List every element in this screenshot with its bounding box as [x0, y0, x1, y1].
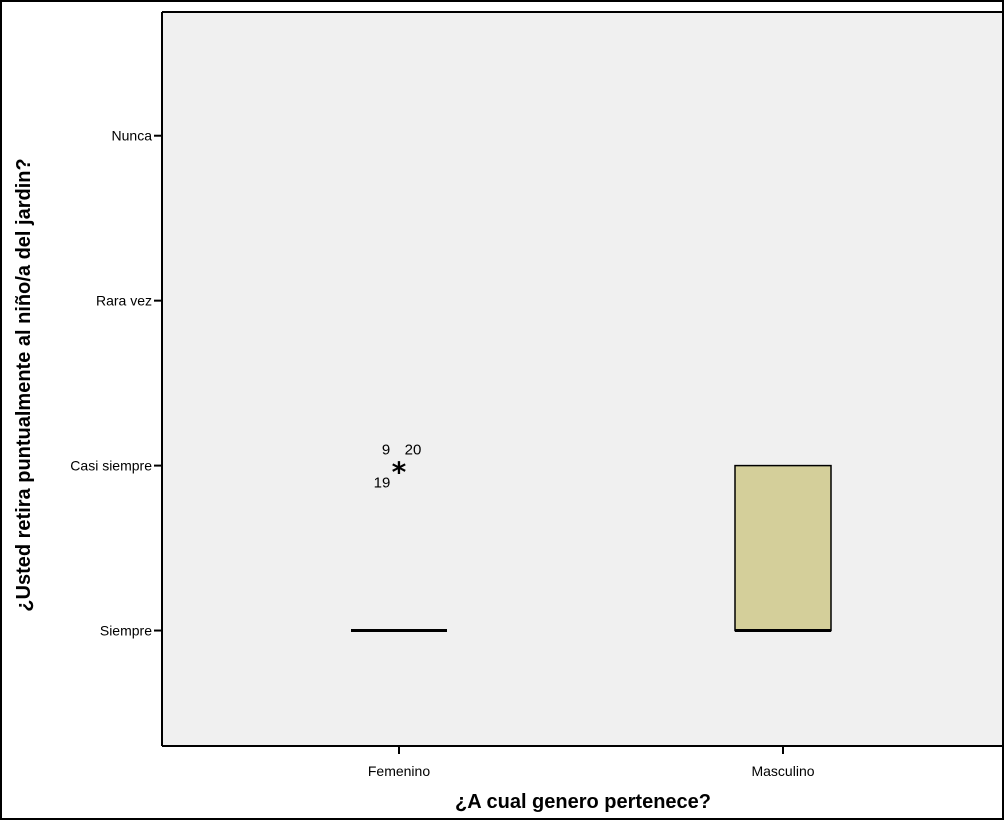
- boxplot-boxes: [351, 464, 832, 633]
- box-masculino: [734, 464, 832, 632]
- outlier-case-label: 9: [382, 442, 390, 459]
- outlier-case-label: 19: [374, 475, 391, 492]
- x-axis-ticks: Femenino Masculino: [368, 746, 815, 779]
- x-tick-label: Masculino: [751, 763, 814, 779]
- y-axis-title: ¿Usted retira puntualmente al niño/a del…: [13, 158, 35, 611]
- outlier-marker: *: [392, 456, 407, 489]
- x-tick-label: Femenino: [368, 763, 430, 779]
- y-axis-ticks: Siempre Casi siempre Rara vez Nunca: [70, 128, 162, 639]
- y-tick-label: Casi siempre: [70, 458, 152, 474]
- y-tick-label: Siempre: [100, 623, 152, 639]
- y-tick-label: Nunca: [112, 128, 153, 144]
- x-axis-title: ¿A cual genero pertenece?: [455, 791, 711, 813]
- y-tick-label: Rara vez: [96, 293, 152, 309]
- plot-area: [162, 12, 1002, 746]
- outlier-case-label: 20: [405, 442, 422, 459]
- outlier-marks: *9 20 19: [374, 442, 422, 492]
